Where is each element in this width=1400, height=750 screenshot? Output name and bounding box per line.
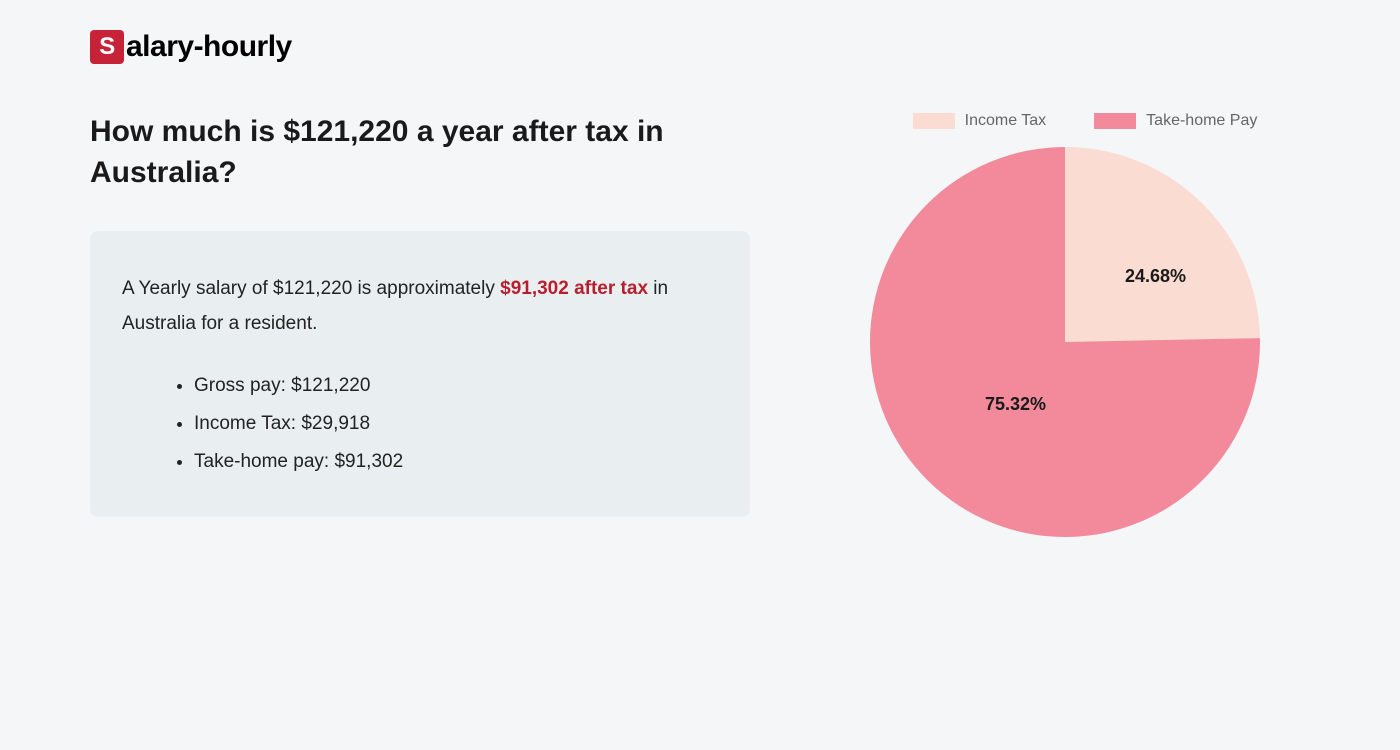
content-row: How much is $121,220 a year after tax in… [90, 112, 1320, 542]
bullet-takehome: Take-home pay: $91,302 [194, 443, 718, 481]
page-root: Salary-hourly How much is $121,220 a yea… [0, 0, 1400, 572]
page-title: How much is $121,220 a year after tax in… [90, 112, 750, 193]
bullet-gross: Gross pay: $121,220 [194, 367, 718, 405]
legend-label-tax: Income Tax [965, 112, 1047, 130]
summary-bullets: Gross pay: $121,220 Income Tax: $29,918 … [122, 367, 718, 481]
pie-label-takehome: 75.32% [985, 394, 1046, 415]
logo-text: alary-hourly [126, 30, 292, 64]
site-logo: Salary-hourly [90, 30, 1320, 64]
left-column: How much is $121,220 a year after tax in… [90, 112, 750, 542]
chart-legend: Income Tax Take-home Pay [810, 112, 1320, 130]
legend-item-tax: Income Tax [913, 112, 1047, 130]
pie-svg [865, 142, 1265, 542]
legend-swatch-tax [913, 113, 955, 129]
summary-box: A Yearly salary of $121,220 is approxima… [90, 231, 750, 517]
summary-text: A Yearly salary of $121,220 is approxima… [122, 271, 718, 341]
legend-swatch-takehome [1094, 113, 1136, 129]
right-column: Income Tax Take-home Pay 24.68% 75.32% [810, 112, 1320, 542]
summary-prefix: A Yearly salary of $121,220 is approxima… [122, 278, 500, 299]
pie-label-tax: 24.68% [1125, 266, 1186, 287]
pie-chart: 24.68% 75.32% [865, 142, 1265, 542]
logo-badge: S [90, 30, 124, 64]
pie-slice-0 [1065, 147, 1260, 342]
bullet-tax: Income Tax: $29,918 [194, 405, 718, 443]
legend-item-takehome: Take-home Pay [1094, 112, 1257, 130]
legend-label-takehome: Take-home Pay [1146, 112, 1257, 130]
summary-highlight: $91,302 after tax [500, 278, 648, 299]
